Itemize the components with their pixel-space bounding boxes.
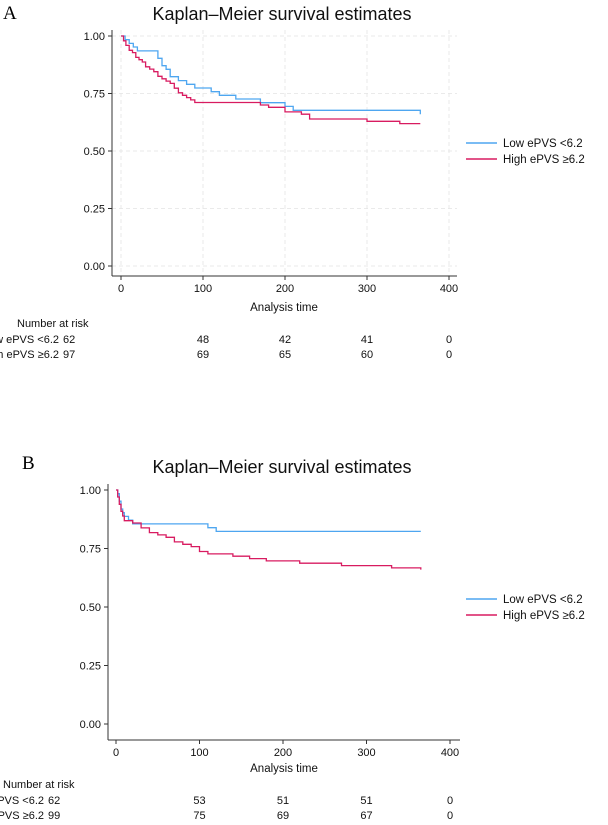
x-tick-label: 200 (274, 747, 292, 759)
risk-value: 0 (446, 349, 452, 361)
survival-curve-low (121, 35, 421, 115)
y-tick-label: 0.50 (84, 146, 105, 158)
risk-value: 97 (63, 349, 75, 361)
risk-value: 53 (193, 795, 205, 807)
panel-label: B (22, 453, 35, 474)
x-tick-label: 0 (113, 747, 119, 759)
gridlines (112, 30, 457, 276)
risk-value: 0 (446, 334, 452, 346)
risk-value: 60 (361, 349, 373, 361)
risk-value: 62 (63, 334, 75, 346)
risk-row-label: Low ePVS <6.2 (0, 795, 44, 807)
legend-label-low: Low ePVS <6.2 (503, 138, 583, 150)
survival-curve-low (116, 489, 421, 533)
risk-values: 62 53 51 51 0 99 75 69 67 0 (48, 795, 453, 822)
chart-title: Kaplan–Meier survival estimates (152, 457, 411, 477)
survival-curves (116, 489, 422, 570)
survival-curves (121, 35, 421, 125)
survival-curve-high (121, 35, 421, 125)
y-ticks: 0.00 0.25 0.50 0.75 1.00 (84, 31, 112, 273)
x-tick-label: 400 (440, 283, 458, 295)
survival-curve-high (116, 489, 422, 570)
y-tick-label: 0.75 (84, 89, 105, 101)
risk-value: 48 (197, 334, 209, 346)
x-tick-label: 300 (357, 747, 375, 759)
risk-value: 62 (48, 795, 60, 807)
risk-value: 67 (360, 810, 372, 822)
risk-value: 51 (360, 795, 372, 807)
y-tick-label: 0.25 (84, 204, 105, 216)
risk-row-label: High ePVS ≥6.2 (0, 349, 59, 361)
y-tick-label: 0.25 (80, 661, 101, 673)
panel-a: A Kaplan–Meier survival estimates 0.000.… (0, 3, 585, 361)
risk-value: 42 (279, 334, 291, 346)
risk-value: 69 (277, 810, 289, 822)
risk-value: 51 (277, 795, 289, 807)
x-axis-label: Analysis time (250, 302, 318, 314)
risk-values: 62 48 42 41 0 97 69 65 60 0 (63, 334, 452, 361)
risk-table: Number at risk Low ePVS <6.2 High ePVS ≥… (0, 318, 452, 361)
y-tick-label: 0.75 (80, 544, 101, 556)
risk-table: Number at risk Low ePVS <6.2 High ePVS ≥… (0, 779, 453, 822)
x-tick-label: 0 (118, 283, 124, 295)
risk-value: 0 (447, 810, 453, 822)
panel-b: B Kaplan–Meier survival estimates 0.000.… (0, 453, 585, 822)
x-tick-label: 200 (276, 283, 294, 295)
x-ticks: 0 100 200 300 400 (113, 740, 459, 759)
x-tick-label: 400 (441, 747, 459, 759)
y-tick-label: 0.50 (80, 602, 101, 614)
x-tick-label: 100 (190, 747, 208, 759)
y-tick-label: 0.00 (80, 719, 101, 731)
y-tick-label: 1.00 (80, 485, 101, 497)
chart-title: Kaplan–Meier survival estimates (152, 4, 411, 24)
risk-row-label: High ePVS ≥6.2 (0, 810, 44, 822)
risk-value: 99 (48, 810, 60, 822)
legend-label-high: High ePVS ≥6.2 (503, 154, 585, 166)
y-tick-label: 1.00 (84, 31, 105, 43)
risk-table-header: Number at risk (17, 318, 89, 330)
x-tick-label: 100 (194, 283, 212, 295)
legend-label-high: High ePVS ≥6.2 (503, 610, 585, 622)
x-tick-label: 300 (358, 283, 376, 295)
risk-value: 75 (193, 810, 205, 822)
risk-row-label: Low ePVS <6.2 (0, 334, 59, 346)
risk-value: 41 (361, 334, 373, 346)
panel-label: A (3, 3, 17, 24)
legend: Low ePVS <6.2 High ePVS ≥6.2 (466, 138, 585, 166)
risk-table-header: Number at risk (3, 779, 75, 791)
x-axis-label: Analysis time (250, 763, 318, 775)
risk-value: 0 (447, 795, 453, 807)
risk-value: 69 (197, 349, 209, 361)
x-ticks: 0 100 200 300 400 (118, 276, 458, 295)
y-tick-label: 0.00 (84, 261, 105, 273)
y-ticks: 0.00 0.25 0.50 0.75 1.00 (80, 485, 108, 731)
legend-label-low: Low ePVS <6.2 (503, 594, 583, 606)
risk-value: 65 (279, 349, 291, 361)
legend: Low ePVS <6.2 High ePVS ≥6.2 (466, 594, 585, 622)
